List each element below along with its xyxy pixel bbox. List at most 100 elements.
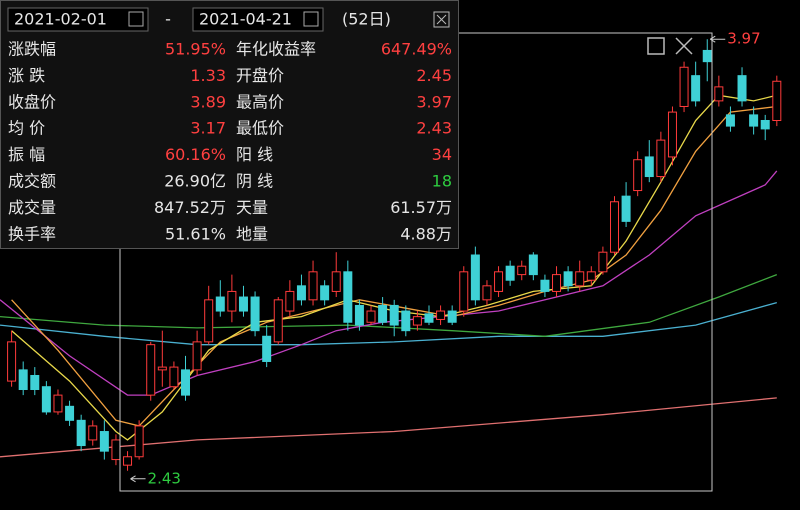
- stat-value: 3.17: [190, 119, 226, 138]
- candle-body: [528, 254, 538, 276]
- candle-body: [494, 271, 504, 292]
- moving-average-line: [0, 273, 778, 337]
- candle-body: [725, 114, 735, 127]
- candle-body: [737, 75, 747, 102]
- candle-body: [331, 271, 341, 292]
- candle-body: [552, 274, 562, 292]
- panel-background: [0, 0, 459, 249]
- stat-label: 换手率: [8, 224, 56, 243]
- candle-body: [702, 49, 712, 63]
- candle-body: [204, 299, 214, 343]
- close-panel-icon[interactable]: [433, 11, 450, 28]
- candle-body: [354, 304, 364, 326]
- moving-average-line: [0, 301, 777, 346]
- candle-body: [575, 271, 585, 287]
- candle-body: [772, 80, 782, 121]
- candle-body: [714, 86, 724, 102]
- stat-value: 647.49%: [381, 40, 452, 59]
- stats-panel: 2021-02-01 - 2021-04-21 (52日) 涨跌幅 51.95% 年…: [0, 0, 459, 249]
- day-count: (52日): [342, 10, 391, 29]
- candle-body: [238, 296, 248, 312]
- candle-body: [181, 369, 191, 396]
- close-panel-cross: [436, 14, 447, 25]
- candle-body: [192, 341, 202, 371]
- plot-area: [0, 39, 782, 471]
- calendar-icon[interactable]: [128, 11, 144, 27]
- candle-body: [517, 265, 527, 276]
- candle-body: [760, 119, 770, 130]
- candle-body: [30, 374, 40, 391]
- annotation-arrow: [709, 35, 726, 43]
- stat-value: 18: [432, 172, 452, 191]
- stat-value: 26.90亿: [164, 172, 226, 191]
- candle-body: [598, 251, 608, 273]
- end-date-input[interactable]: [192, 7, 324, 32]
- stat-value: 60.16%: [165, 145, 226, 164]
- candle-body: [76, 419, 86, 447]
- candle-body: [215, 296, 225, 312]
- candle-body: [41, 386, 51, 413]
- candle-body: [621, 195, 631, 222]
- stat-label: 阳 线: [236, 145, 273, 164]
- stat-value: 61.57万: [390, 198, 452, 217]
- candle-body: [691, 75, 701, 102]
- candle-body: [157, 366, 167, 371]
- stat-value: 3.97: [416, 92, 452, 111]
- candle-body: [667, 111, 677, 158]
- candle-body: [273, 299, 283, 343]
- stat-label: 阴 线: [236, 172, 273, 191]
- stat-label: 成交量: [8, 198, 56, 217]
- annotation-label: 3.97: [727, 30, 760, 48]
- stat-value: 3.89: [190, 92, 226, 111]
- stat-label: 均 价: [8, 119, 45, 138]
- candle-body: [250, 296, 260, 332]
- candle-body: [401, 310, 411, 332]
- candle-body: [296, 285, 306, 301]
- candle-body: [609, 201, 619, 253]
- close-selection-icon[interactable]: [675, 37, 693, 55]
- candle-body: [644, 156, 654, 178]
- candle-body: [88, 425, 98, 441]
- stat-label: 开盘价: [236, 66, 284, 85]
- stat-value: 51.61%: [165, 224, 226, 243]
- start-date-input[interactable]: [7, 7, 149, 32]
- candle-body: [424, 313, 434, 323]
- stat-value: 1.33: [190, 66, 226, 85]
- annotations: 3.97 2.43: [130, 30, 761, 487]
- stat-value: 4.88万: [400, 224, 452, 243]
- stat-value: 34: [432, 145, 452, 164]
- candle-body: [436, 310, 446, 320]
- stat-label: 年化收益率: [236, 40, 316, 59]
- stat-label: 收盘价: [8, 92, 56, 111]
- annotation-arrow: [130, 475, 146, 483]
- candle-body: [586, 271, 596, 281]
- candle-body: [262, 335, 272, 362]
- candle-body: [679, 66, 689, 107]
- end-date: 2021-04-21: [199, 10, 292, 29]
- stat-value: 51.95%: [165, 40, 226, 59]
- stat-value: 847.52万: [154, 198, 226, 217]
- candle-body: [656, 139, 666, 178]
- candle-body: [563, 271, 573, 287]
- candle-body: [366, 310, 376, 323]
- calendar-icon[interactable]: [303, 11, 319, 27]
- maximize-icon[interactable]: [647, 37, 665, 55]
- candle-body: [285, 290, 295, 312]
- candle-body: [459, 271, 469, 312]
- annotation-label: 2.43: [148, 469, 181, 487]
- stat-label: 地量: [236, 224, 268, 243]
- stat-label: 涨跌幅: [8, 40, 56, 59]
- stat-label: 成交额: [8, 172, 56, 191]
- candle-body: [412, 316, 422, 326]
- date-separator: -: [165, 10, 171, 29]
- stat-label: 振 幅: [8, 145, 45, 164]
- candle-body: [99, 431, 109, 452]
- candle-body: [111, 439, 121, 461]
- candle-body: [749, 114, 759, 127]
- start-date: 2021-02-01: [14, 10, 107, 29]
- candle-body: [505, 265, 515, 281]
- stat-label: 天量: [236, 198, 268, 217]
- candle-body: [65, 405, 75, 421]
- stat-label: 最高价: [236, 92, 284, 111]
